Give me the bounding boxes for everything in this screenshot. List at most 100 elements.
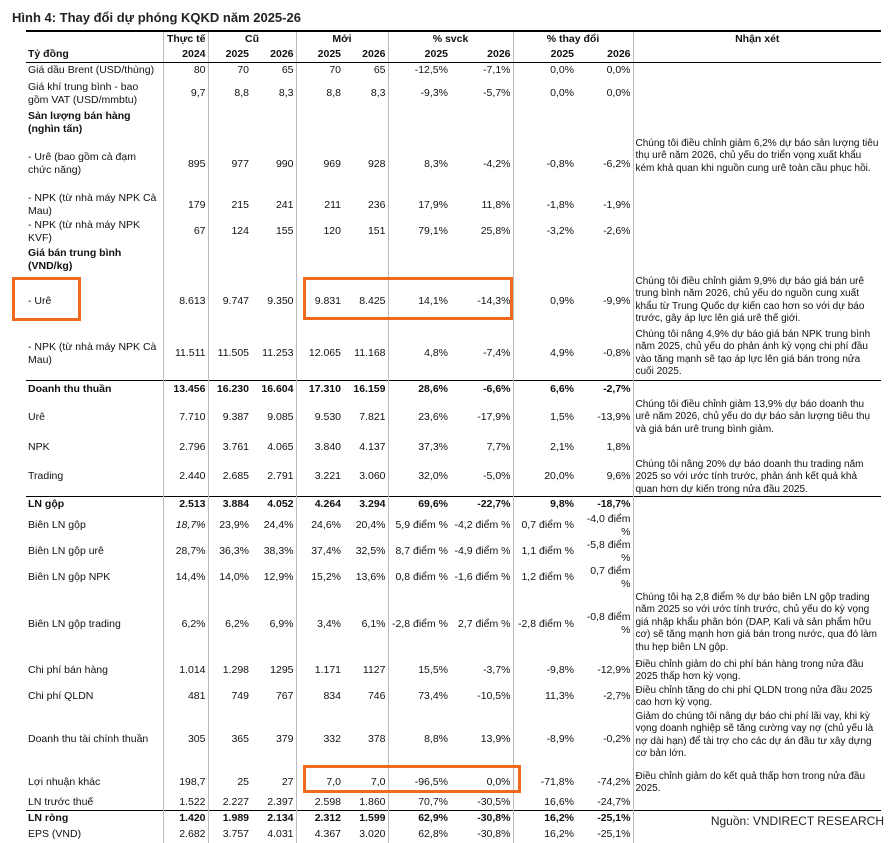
- cell-value: 4,8%: [387, 327, 450, 381]
- header-row: Tỷ đồng 2024 2025 2026 2025 2026 2025 2026 2025 2…: [26, 47, 881, 63]
- cell: [632, 78, 881, 109]
- row-label: Giá khí trung bình - bao gồm VAT (USD/mm…: [28, 80, 139, 106]
- cell-value: -4,0 điểm %: [586, 512, 631, 538]
- cell-value: 749: [207, 683, 251, 710]
- cell-value: 3.020: [359, 828, 386, 840]
- comment: Điều chỉnh giảm do kết quả thấp hơn tron…: [632, 769, 881, 796]
- cell-value: 11.253: [262, 347, 294, 360]
- cell-value: 3.294: [359, 498, 386, 511]
- cell-value: 124: [207, 218, 251, 245]
- cell-value: -0,2%: [603, 733, 631, 745]
- cell: [632, 218, 881, 245]
- cell: [632, 512, 881, 539]
- cell-value: 24,4%: [263, 519, 294, 531]
- cell-value: 20,0%: [512, 457, 576, 497]
- comment: Chúng tôi điều chỉnh giảm 9,9% dự báo gi…: [632, 274, 881, 328]
- cell-value: 0,7 điểm %: [512, 512, 576, 539]
- table-row: Biên LN gộp urê 28,7% 36,3% 38,3% 37,4% 32,5%…: [26, 538, 881, 565]
- year: 2025: [295, 47, 343, 63]
- cell-value: -71,8%: [512, 769, 576, 796]
- cell-value: 20,4%: [355, 519, 386, 531]
- cell: [632, 810, 881, 827]
- cell-value: 2.397: [267, 796, 294, 809]
- cell-value: 767: [275, 690, 294, 702]
- table-row: Doanh thu thuần 13.456 16.230 16.604 17.310 1…: [26, 380, 881, 398]
- cell-value: -5,8 điểm %: [586, 538, 631, 564]
- cell-value: 12,9%: [263, 571, 294, 583]
- cell-value: 3,4%: [295, 590, 343, 658]
- year: 2026: [450, 47, 513, 63]
- cell-value: 32,0%: [387, 457, 450, 497]
- comment: Chúng tôi điều chỉnh giảm 6,2% dự báo sả…: [632, 136, 881, 192]
- cell: [632, 108, 881, 137]
- row-label: Doanh thu thuần: [28, 382, 112, 395]
- table-row: Chi phí QLDN 481 749 767 834 746 73,4% -10,5% 11…: [26, 683, 881, 710]
- cell-value: 70: [207, 62, 251, 79]
- cell-value: 1.171: [295, 657, 343, 684]
- cell-value: 9,6%: [606, 470, 631, 483]
- cell-value: -1,9%: [603, 198, 631, 211]
- cell-value: 3.757: [207, 826, 251, 843]
- cell-value: -9,3%: [387, 78, 450, 109]
- cell-value: 2.440: [162, 457, 208, 497]
- cell-value: 62,9%: [387, 810, 450, 827]
- cell-value: 13,9%: [480, 733, 511, 745]
- cell-value: -12,9%: [597, 664, 631, 676]
- cell-value: 1127: [362, 664, 386, 676]
- cell-value: 4,9%: [512, 327, 576, 381]
- cell-value: 0,0%: [606, 87, 631, 99]
- cell-value: 2.513: [162, 496, 208, 513]
- cell-value: 1.014: [162, 657, 208, 684]
- comment: Chúng tôi nâng 20% dự báo doanh thu trad…: [632, 457, 881, 497]
- cell-value: 3.761: [207, 436, 251, 458]
- cell-value: 32,5%: [355, 545, 386, 557]
- cell-value: 28,6%: [387, 380, 450, 398]
- cell-value: 2.791: [267, 470, 294, 483]
- cell-value: 1,5%: [512, 397, 576, 437]
- cell-value: 24,6%: [295, 512, 343, 539]
- cell-value: 9,8%: [512, 496, 576, 513]
- group-header: Thực tế: [162, 30, 208, 47]
- row-label: Chi phí bán hàng: [28, 664, 108, 676]
- cell-value: -7,1%: [483, 64, 511, 77]
- cell-value: 23,6%: [387, 397, 450, 437]
- row-label: EPS (VND): [28, 828, 82, 840]
- cell-value: -30,5%: [477, 796, 511, 809]
- row-label: NPK: [28, 440, 50, 453]
- cell-value: 305: [162, 709, 208, 770]
- cell-value: 14,4%: [162, 564, 208, 591]
- cell-value: 9.747: [207, 274, 251, 328]
- cell-value: 4.137: [359, 440, 386, 453]
- year: 2026: [576, 47, 633, 63]
- cell-value: 16.604: [261, 382, 294, 395]
- cell-value: 16,6%: [512, 795, 576, 811]
- cell-value: 15,2%: [295, 564, 343, 591]
- cell: [295, 108, 343, 137]
- cell-value: 834: [295, 683, 343, 710]
- cell-value: 0,0%: [512, 78, 576, 109]
- row-label: Biên LN gộp: [28, 519, 86, 531]
- cell-value: -5,0%: [483, 470, 511, 483]
- cell-value: -1,8%: [512, 191, 576, 219]
- row-label: LN ròng: [28, 812, 69, 825]
- year: 2024: [162, 47, 208, 63]
- cell-value: 155: [275, 225, 294, 237]
- cell-value: 0,9%: [512, 274, 576, 328]
- row-label: Biên LN gộp urê: [28, 545, 104, 557]
- cell-value: -2,8 điểm %: [387, 590, 450, 658]
- cell-value: 1.522: [162, 795, 208, 811]
- source: Nguồn: VNDIRECT RESEARCH: [710, 814, 884, 828]
- cell-value: 0,0%: [512, 62, 576, 79]
- cell-value: 6,9%: [269, 617, 294, 630]
- cell: [512, 108, 576, 137]
- table-row: EPS (VND) 2.682 3.757 4.031 4.367 3.020 62,8% -…: [26, 826, 881, 843]
- cell-value: -13,9%: [597, 410, 631, 423]
- cell-value: -25,1%: [597, 812, 631, 825]
- cell-value: 2.134: [267, 812, 294, 825]
- table-row: - NPK (từ nhà máy NPK Cà Mau) 11.511 11.50…: [26, 327, 881, 381]
- cell-value: 241: [275, 198, 294, 211]
- group-header: % thay đổi: [512, 30, 633, 47]
- highlight-box: [303, 277, 513, 320]
- cell-value: 8,3: [370, 87, 386, 99]
- table-row: Biên LN gộp trading 6,2% 6,2% 6,9% 3,4% 6,1% -…: [26, 590, 881, 658]
